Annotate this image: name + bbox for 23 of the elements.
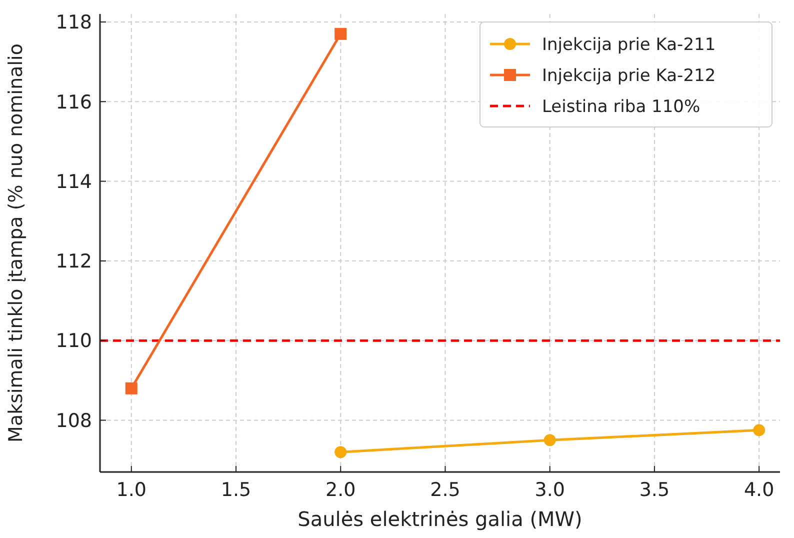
- y-tick-label: 110: [56, 330, 92, 352]
- x-tick-label: 4.0: [744, 479, 774, 501]
- point: [753, 424, 766, 436]
- y-tick-label: 108: [56, 410, 92, 432]
- x-tick-label: 3.5: [639, 479, 670, 501]
- y-axis-title: Maksimali tinklo įtampa (% nuo nominalio: [5, 44, 27, 442]
- x-tick-label: 1.5: [220, 479, 252, 501]
- y-tick-label: 112: [56, 250, 92, 273]
- point: [334, 446, 347, 458]
- legend-label: Injekcija prie Ka-212: [542, 66, 716, 86]
- point: [544, 434, 556, 446]
- y-tick-label: 118: [56, 12, 92, 34]
- x-tick-label: 3.0: [534, 479, 565, 501]
- x-tick-label: 2.0: [326, 479, 356, 501]
- y-tick-label: 114: [56, 170, 92, 193]
- x-tick-label: 1.0: [116, 479, 146, 501]
- y-tick-label: 116: [56, 91, 92, 114]
- x-tick-label: 2.5: [430, 479, 460, 501]
- legend-label: Injekcija prie Ka-211: [542, 34, 716, 55]
- x-axis-title: Saulės elektrinės galia (MW): [298, 507, 582, 531]
- point: [125, 382, 138, 394]
- point: [334, 28, 347, 40]
- legend-label: Leistina riba 110%: [542, 96, 700, 117]
